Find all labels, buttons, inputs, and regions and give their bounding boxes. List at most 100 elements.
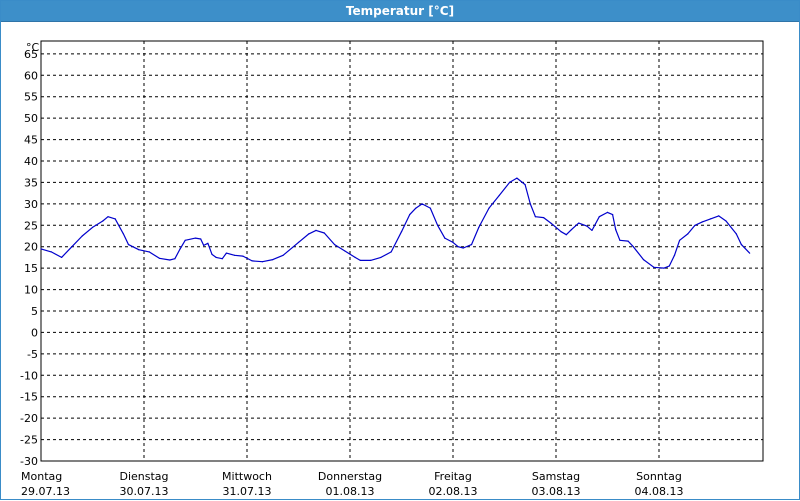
data-point [380, 256, 382, 258]
data-point [200, 238, 202, 240]
y-tick-label: 55 [24, 91, 38, 104]
data-point [550, 222, 552, 224]
data-point [653, 266, 655, 268]
data-point [148, 251, 150, 253]
data-point [315, 229, 317, 231]
data-point [543, 217, 545, 219]
data-point [114, 218, 116, 220]
data-point [179, 248, 181, 250]
data-point [452, 241, 454, 243]
data-point [718, 215, 720, 217]
y-tick-label: 15 [24, 262, 38, 275]
data-point [687, 233, 689, 235]
data-point [516, 177, 518, 179]
y-tick-label: -15 [20, 391, 38, 404]
data-point [50, 251, 52, 253]
data-point [221, 258, 223, 260]
data-point [400, 231, 403, 233]
data-point [102, 220, 104, 222]
data-point [323, 232, 325, 234]
data-point [174, 258, 176, 260]
data-point [457, 246, 459, 248]
x-axis-ticks: Montag 29.07.13 Dienstag 30.07.13 Mittwoch 31… [21, 470, 683, 498]
y-tick-label: 65 [24, 48, 38, 61]
window-title: Temperatur [°C] [1, 1, 799, 22]
y-tick-label: -30 [20, 455, 38, 468]
x-tick-date-label: 04.08.13 [635, 485, 684, 498]
data-point [478, 226, 480, 228]
data-point [570, 229, 573, 231]
data-point [203, 244, 205, 246]
data-point [663, 267, 665, 269]
y-axis-ticks: 65605550454035302520151050-5-10-15-20-25… [20, 48, 38, 468]
data-point [529, 203, 531, 205]
data-point [409, 214, 411, 216]
x-tick-day-label: Samstag [532, 470, 580, 483]
data-point [207, 242, 209, 244]
data-point [586, 225, 588, 227]
data-point [694, 224, 696, 226]
data-point [534, 216, 537, 218]
data-point [509, 181, 511, 183]
y-axis-unit-label: °C [26, 41, 40, 54]
x-tick-date-label: 03.08.13 [532, 485, 581, 498]
x-tick-day-label: Sonntag [636, 470, 682, 483]
data-point [701, 221, 703, 223]
data-point [578, 222, 580, 224]
data-point [169, 259, 171, 261]
data-point [470, 244, 473, 246]
data-point [421, 203, 423, 205]
data-point [81, 235, 83, 237]
x-tick-day-label: Freitag [434, 470, 472, 483]
y-tick-label: 5 [31, 305, 38, 318]
data-point [598, 216, 600, 218]
data-point [725, 220, 727, 222]
x-tick: Mittwoch 31.07.13 [222, 470, 272, 498]
y-tick-label: 0 [31, 326, 38, 339]
x-tick: Freitag 02.08.13 [429, 470, 478, 498]
data-point [61, 256, 63, 258]
data-point [211, 253, 213, 255]
data-point [354, 256, 356, 258]
y-tick-label: 40 [24, 155, 38, 168]
data-point [415, 207, 417, 209]
data-point [282, 254, 284, 256]
data-point [749, 252, 751, 254]
x-tick-day-label: Donnerstag [318, 470, 382, 483]
x-tick: Dienstag 30.07.13 [119, 470, 168, 498]
x-tick-date-label: 30.07.13 [120, 485, 169, 498]
data-point [462, 247, 464, 249]
data-point [215, 256, 217, 258]
data-point [138, 249, 140, 251]
y-tick-label: 20 [24, 241, 38, 254]
y-tick-label: 30 [24, 198, 38, 211]
data-point [735, 233, 737, 235]
grid [41, 41, 763, 461]
data-point [71, 246, 73, 248]
data-point [261, 261, 263, 263]
y-tick-label: 50 [24, 112, 38, 125]
data-point [184, 239, 186, 241]
data-point [632, 246, 634, 248]
data-point [627, 240, 629, 242]
x-tick-date-label: 01.08.13 [326, 485, 375, 498]
data-point [673, 254, 676, 256]
series-layer [40, 177, 751, 269]
x-tick: Donnerstag 01.08.13 [318, 470, 382, 498]
y-tick-label: 35 [24, 176, 38, 189]
x-tick: Montag 29.07.13 [21, 470, 70, 498]
y-tick-label: 10 [24, 284, 38, 297]
data-point [668, 265, 670, 267]
data-point [429, 207, 431, 209]
x-tick-day-label: Dienstag [119, 470, 168, 483]
x-tick: Samstag 03.08.13 [532, 470, 581, 498]
data-point [272, 259, 274, 261]
data-point [740, 244, 743, 246]
data-point [370, 259, 372, 261]
data-point [488, 207, 490, 209]
data-point [606, 211, 609, 213]
data-point [242, 255, 244, 257]
data-point [498, 194, 500, 196]
